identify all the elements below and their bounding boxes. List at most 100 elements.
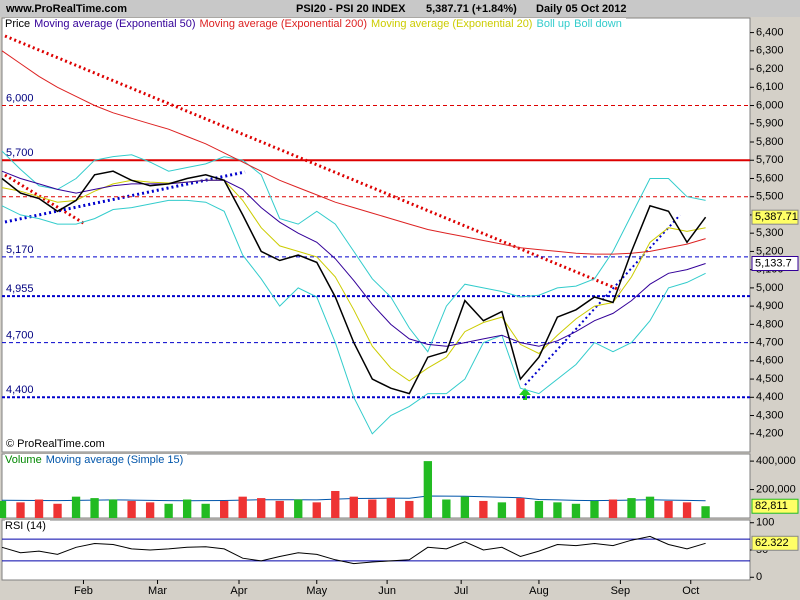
volume-bar: [534, 500, 544, 518]
volume-bar: [682, 502, 692, 518]
legend-entry: Boll up: [536, 18, 571, 30]
volume-bar: [238, 496, 247, 518]
y-tick-label: 5,900: [756, 118, 784, 130]
volume-bar: [571, 503, 581, 518]
copyright: © ProRealTime.com: [6, 438, 105, 450]
volume-bar: [442, 499, 451, 518]
y-tick-label: 5,300: [756, 227, 784, 239]
y-tick-label: 4,200: [756, 428, 784, 440]
x-tick-label: Oct: [682, 585, 699, 597]
legend-entry: RSI (14): [5, 520, 46, 532]
level-label: 4,955: [6, 283, 34, 295]
volume-bar: [182, 499, 192, 518]
volume-bar: [645, 496, 655, 518]
volume-bar: [294, 499, 303, 518]
volume-bar: [627, 498, 636, 518]
series-line: [1, 199, 706, 435]
source: www.ProRealTime.com: [5, 3, 127, 15]
last-value-box: [751, 498, 799, 514]
level-label: 6,000: [6, 92, 34, 104]
x-tick-label: May: [306, 585, 327, 597]
y-tick-label: 4,300: [756, 409, 784, 421]
legend: RSI (14): [5, 520, 50, 532]
signal-arrow: [519, 388, 531, 400]
x-tick-label: Feb: [74, 585, 93, 597]
volume-bar: [34, 499, 44, 518]
volume-bar: [590, 500, 599, 518]
volume-bar: [553, 502, 562, 518]
series-line: [1, 50, 706, 255]
trend-line: [4, 34, 621, 292]
last-value-label: 82,811: [755, 500, 788, 512]
legend-entry: Moving average (Simple 15): [45, 454, 184, 466]
series-line: [1, 150, 706, 353]
level-label: 5,170: [6, 244, 34, 256]
legend: Price Moving average (Exponential 50) Movi…: [5, 18, 626, 30]
last-value-label: 5,387.71: [755, 211, 798, 223]
legend-entry: Price: [5, 18, 31, 30]
x-tick-label: Jun: [378, 585, 396, 597]
y-tick-label: 6,100: [756, 81, 784, 93]
legend-entry: Moving average (Exponential 50): [34, 18, 196, 30]
y-tick-label: 200,000: [756, 483, 796, 495]
volume-bar: [497, 502, 507, 518]
volume-bar: [701, 506, 710, 518]
y-tick-label: 4,800: [756, 318, 784, 330]
volume-bar: [312, 502, 321, 518]
y-tick-label: 5,500: [756, 191, 784, 203]
y-tick-label: 4,700: [756, 336, 784, 348]
y-tick-label: 4,500: [756, 373, 784, 385]
y-tick-label: 6,400: [756, 26, 784, 38]
rsi-panel: [1, 519, 751, 581]
series-line: [1, 170, 706, 347]
volume-bar: [423, 461, 433, 518]
y-tick-label: 5,700: [756, 154, 784, 166]
volume-bar: [164, 503, 173, 518]
last-value-label: 62.322: [755, 537, 789, 549]
y-tick-label: 4,600: [756, 355, 784, 367]
y-tick-label: 100: [756, 517, 774, 529]
x-tick-label: Sep: [611, 585, 631, 597]
trend-line: [4, 170, 246, 224]
legend-entry: Boll down: [574, 18, 622, 30]
x-tick-label: Apr: [230, 585, 247, 597]
volume-bar: [386, 498, 395, 518]
x-tick-label: Aug: [529, 585, 549, 597]
last-value-box: [751, 535, 799, 551]
y-tick-label: 4,900: [756, 300, 784, 312]
last-value-box: [751, 209, 799, 225]
volume-bar: [275, 500, 284, 518]
volume-bar: [90, 498, 99, 518]
y-tick-label: 5,600: [756, 172, 784, 184]
volume-bar: [201, 503, 210, 518]
x-tick-label: Jul: [454, 585, 468, 597]
volume-bar: [220, 500, 229, 518]
volume-bar: [127, 500, 136, 518]
y-tick-label: 5,800: [756, 136, 784, 148]
volume-bar: [664, 500, 673, 518]
legend-entry: Volume: [5, 454, 42, 466]
volume-bar: [460, 496, 470, 518]
volume-bar: [0, 500, 7, 518]
volume-bar: [331, 490, 340, 518]
header-bar: [0, 0, 800, 17]
price-panel: [1, 17, 751, 453]
volume-bar: [16, 502, 25, 518]
volume-bar: [53, 503, 62, 518]
volume-bar: [257, 498, 266, 518]
y-tick-label: 5,200: [756, 245, 784, 257]
date-label: Daily 05 Oct 2012: [536, 3, 627, 15]
x-tick-label: Mar: [148, 585, 167, 597]
legend-entry: Moving average (Exponential 20): [371, 18, 533, 30]
level-label: 5,700: [6, 147, 34, 159]
y-tick-label: 6,000: [756, 99, 784, 111]
y-tick-label: 6,300: [756, 45, 784, 57]
volume-bar: [516, 498, 525, 518]
volume-bar: [479, 500, 488, 518]
volume-bar: [405, 500, 414, 518]
series-line: [1, 170, 707, 395]
volume-bar: [368, 499, 377, 518]
series-line: [1, 535, 706, 565]
